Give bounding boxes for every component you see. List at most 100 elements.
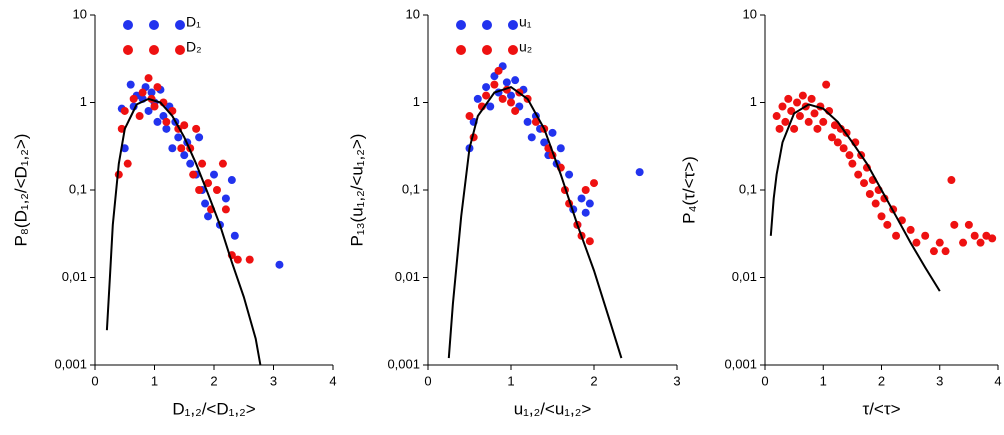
data-point bbox=[198, 159, 207, 168]
legend-marker bbox=[456, 20, 466, 30]
data-point bbox=[527, 133, 536, 142]
data-point bbox=[845, 151, 854, 160]
y-axis-label: P₄(τ/<τ>) bbox=[679, 156, 698, 224]
data-point bbox=[947, 176, 956, 185]
data-point bbox=[153, 117, 162, 126]
data-point bbox=[921, 231, 930, 240]
x-tick-label: 4 bbox=[994, 373, 1001, 388]
data-point bbox=[174, 133, 183, 142]
data-point bbox=[482, 83, 491, 92]
data-point bbox=[245, 255, 254, 264]
y-tick-label: 0,01 bbox=[732, 269, 757, 284]
data-point bbox=[498, 94, 507, 103]
legend-marker bbox=[508, 45, 518, 55]
y-tick-label: 1 bbox=[413, 94, 420, 109]
data-point bbox=[854, 170, 863, 179]
data-point bbox=[227, 176, 236, 185]
data-point bbox=[540, 138, 549, 147]
data-point bbox=[135, 112, 144, 121]
x-tick-label: 0 bbox=[761, 373, 768, 388]
data-point bbox=[230, 231, 239, 240]
x-tick-label: 1 bbox=[820, 373, 827, 388]
x-tick-label: 0 bbox=[424, 373, 431, 388]
data-point bbox=[795, 112, 804, 121]
data-point bbox=[502, 78, 511, 87]
data-point bbox=[793, 98, 802, 107]
data-point bbox=[180, 151, 189, 160]
x-tick-label: 3 bbox=[936, 373, 943, 388]
data-point bbox=[186, 159, 195, 168]
data-point bbox=[523, 117, 532, 126]
data-point bbox=[218, 159, 227, 168]
x-tick-label: 4 bbox=[329, 373, 336, 388]
data-point bbox=[192, 124, 201, 133]
data-point bbox=[144, 106, 153, 115]
data-point bbox=[585, 199, 594, 208]
data-point bbox=[848, 159, 857, 168]
data-point bbox=[195, 133, 204, 142]
y-tick-label: 1 bbox=[80, 94, 87, 109]
fit-curve bbox=[447, 85, 623, 359]
data-point bbox=[189, 170, 198, 179]
data-point bbox=[511, 76, 520, 85]
data-point bbox=[126, 80, 135, 89]
data-point bbox=[772, 112, 781, 121]
data-point bbox=[883, 220, 892, 229]
data-point bbox=[123, 159, 132, 168]
data-point bbox=[635, 168, 644, 177]
y-tick-label: 1 bbox=[750, 94, 757, 109]
legend-marker bbox=[123, 20, 133, 30]
data-point bbox=[465, 112, 474, 121]
data-point bbox=[147, 88, 156, 97]
data-point bbox=[162, 124, 171, 133]
data-point bbox=[590, 179, 598, 188]
legend-marker bbox=[482, 20, 492, 30]
x-tick-label: 3 bbox=[270, 373, 277, 388]
data-point bbox=[964, 220, 973, 229]
data-point bbox=[212, 186, 221, 194]
y-axis-label: P₁₃(u₁,₂/<u₁,₂>) bbox=[347, 134, 366, 247]
y-tick-label: 10 bbox=[743, 6, 757, 21]
x-tick-label: 2 bbox=[590, 373, 597, 388]
data-point bbox=[144, 74, 153, 83]
data-point bbox=[482, 91, 491, 100]
y-tick-label: 0,1 bbox=[69, 181, 87, 196]
x-tick-label: 0 bbox=[91, 373, 98, 388]
data-point bbox=[877, 212, 886, 221]
data-point bbox=[906, 225, 915, 234]
legend-label: D₁ bbox=[186, 14, 201, 30]
data-point bbox=[233, 255, 242, 264]
data-point bbox=[221, 205, 230, 214]
data-point bbox=[585, 237, 594, 246]
y-tick-label: 0,01 bbox=[395, 269, 420, 284]
data-point bbox=[177, 144, 186, 153]
data-point bbox=[581, 208, 590, 217]
legend-marker bbox=[175, 45, 185, 55]
data-point bbox=[810, 109, 819, 118]
data-point bbox=[153, 83, 162, 92]
data-point bbox=[813, 124, 822, 133]
x-axis-label: D₁,₂/<D₁,₂> bbox=[172, 399, 255, 418]
legend-marker bbox=[123, 45, 133, 55]
y-tick-label: 0,01 bbox=[62, 269, 87, 284]
data-point bbox=[976, 238, 985, 247]
data-point bbox=[581, 186, 590, 194]
data-point bbox=[781, 117, 790, 126]
data-point bbox=[959, 238, 968, 247]
legend-marker bbox=[149, 45, 159, 55]
fit-curve bbox=[105, 97, 262, 366]
data-point bbox=[892, 231, 901, 240]
data-point bbox=[839, 144, 848, 153]
data-point bbox=[486, 102, 495, 111]
data-point bbox=[836, 124, 845, 133]
data-point bbox=[860, 179, 869, 188]
data-point bbox=[577, 194, 586, 203]
data-point bbox=[180, 121, 189, 130]
data-point bbox=[871, 199, 880, 208]
data-point bbox=[531, 117, 540, 126]
y-tick-label: 0,001 bbox=[54, 356, 87, 371]
data-point bbox=[784, 94, 793, 103]
data-point bbox=[970, 231, 979, 240]
data-point bbox=[778, 102, 787, 111]
legend-label: u₁ bbox=[519, 14, 532, 30]
